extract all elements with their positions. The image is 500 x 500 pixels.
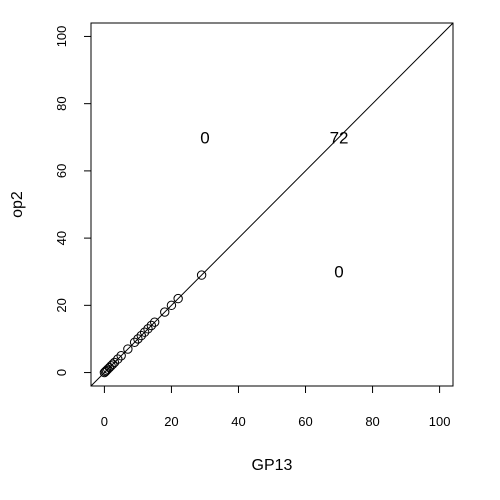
data-point xyxy=(103,364,113,374)
data-point xyxy=(109,357,120,368)
data-point xyxy=(108,359,118,369)
x-tick-label: 0 xyxy=(101,414,108,429)
data-point xyxy=(116,351,126,361)
data-point xyxy=(160,307,170,317)
data-point xyxy=(113,354,123,364)
region-count-label: 0 xyxy=(334,263,343,282)
axes: 0 20 40 60 80 100 0 20 40 60 80 100 xyxy=(54,22,454,429)
region-count-label: 72 xyxy=(330,128,349,147)
data-point xyxy=(173,293,183,304)
data-point xyxy=(196,270,207,280)
y-tick-label: 20 xyxy=(54,298,69,312)
plot-area: 0 72 0 xyxy=(91,23,453,386)
data-point xyxy=(166,300,177,311)
x-tick-label: 100 xyxy=(429,414,451,429)
data-point xyxy=(146,320,157,331)
data-point xyxy=(106,361,116,371)
data-point xyxy=(99,367,110,378)
y-tick-label: 0 xyxy=(54,369,69,376)
x-axis-title: GP13 xyxy=(252,457,293,474)
x-tick-label: 40 xyxy=(231,414,245,429)
data-point xyxy=(129,337,140,348)
data-point xyxy=(123,344,133,354)
region-count-label: 0 xyxy=(200,128,209,147)
identity-line xyxy=(91,23,453,386)
y-tick-label: 60 xyxy=(54,164,69,178)
x-tick-label: 20 xyxy=(164,414,178,429)
data-point xyxy=(149,317,160,327)
y-tick-label: 40 xyxy=(54,231,69,245)
y-axis-title: op2 xyxy=(9,191,26,218)
data-point xyxy=(104,362,115,373)
x-tick-label: 60 xyxy=(298,414,312,429)
data-point xyxy=(136,330,146,341)
x-tick-label: 80 xyxy=(365,414,379,429)
data-point xyxy=(139,327,150,337)
y-tick-label: 80 xyxy=(54,96,69,110)
data-point xyxy=(101,365,112,376)
y-tick-label: 100 xyxy=(54,26,69,48)
data-point xyxy=(133,334,143,344)
data-point xyxy=(143,324,153,334)
